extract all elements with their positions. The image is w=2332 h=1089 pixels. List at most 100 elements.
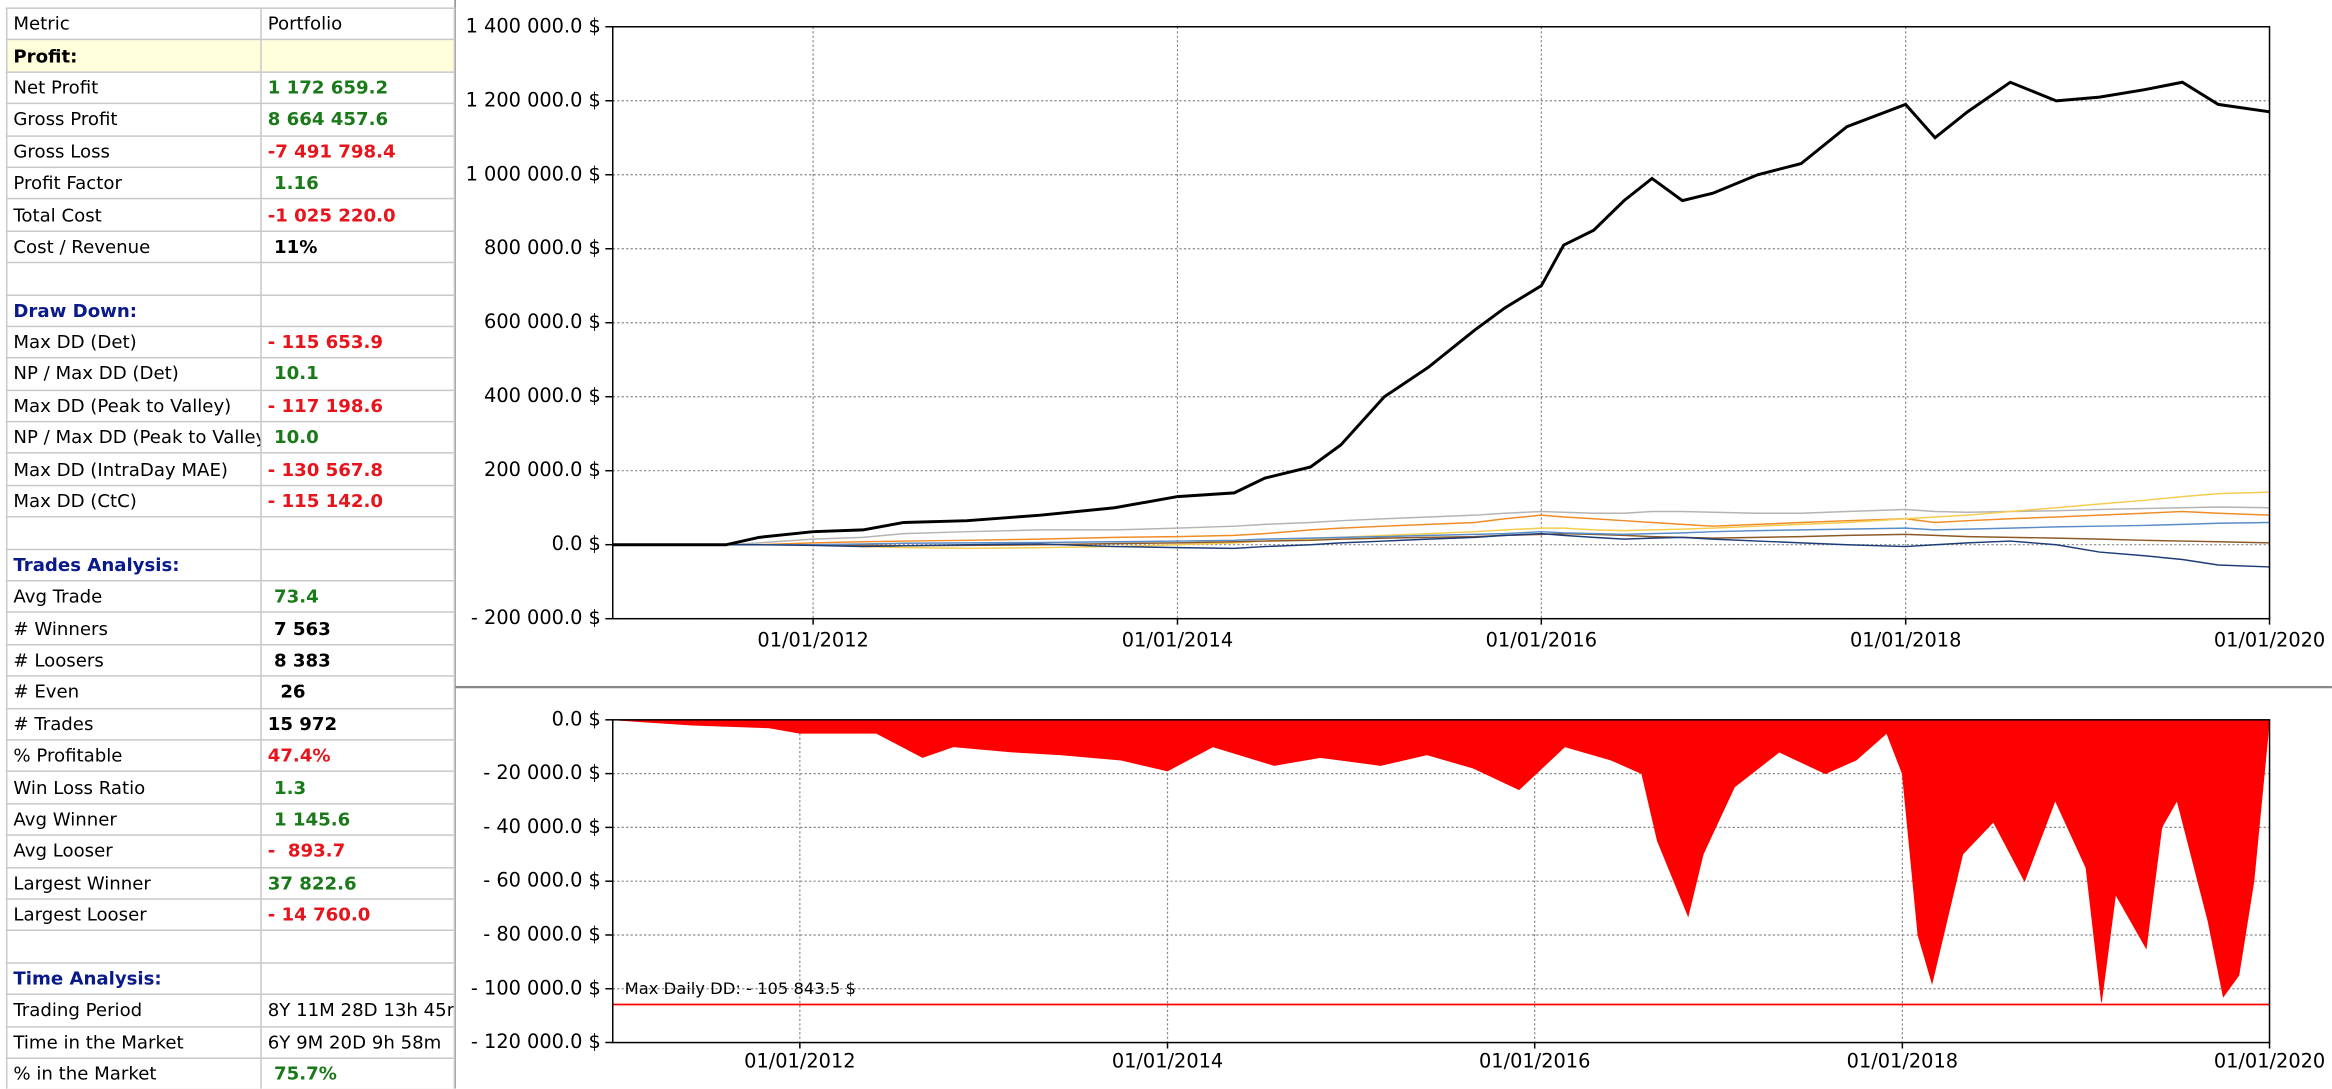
equity-line (612, 80, 2270, 547)
metric-row: Avg Winner 1 145.6 (5, 802, 456, 837)
cell (260, 929, 456, 964)
y-tick-label: - 60 000.0 $ (483, 869, 601, 892)
metric-row: Trading Period 8Y 11M 28D 13h 45m (5, 993, 456, 1027)
metric-row: NP / Max DD (Peak to Valley) 10.0 (5, 420, 456, 455)
metric-row: Avg Trade 73.4 (5, 580, 456, 614)
metric-row: Max DD (CtC) - 115 142.0 (5, 484, 456, 518)
metric-name: Largest Looser (5, 898, 262, 932)
metric-name: # Loosers (5, 643, 262, 678)
metric-value: 8Y 11M 28D 13h 45m (260, 993, 456, 1027)
metrics-table: Metric Portfolio Profit: Net Profit 1 172 65… (5, 7, 456, 1089)
metric-name: Time in the Market (5, 1025, 262, 1059)
metric-name: Avg Winner (5, 802, 262, 837)
metric-value: - 115 653.9 (260, 325, 456, 359)
metric-value: 10.0 (260, 420, 456, 455)
equity-line (612, 532, 2270, 568)
metric-name: NP / Max DD (Det) (5, 357, 262, 391)
metric-row: # Even 26 (5, 675, 456, 709)
section-row: Draw Down: (5, 293, 456, 328)
metric-value: 1.16 (260, 166, 456, 200)
equity-line (612, 521, 2270, 546)
metric-value: 15 972 (260, 707, 456, 741)
cell (260, 293, 456, 328)
metric-name: Gross Profit (5, 102, 262, 137)
metric-name: Max DD (Peak to Valley) (5, 389, 262, 423)
section-title: Trades Analysis: (5, 548, 262, 582)
metric-name: Trading Period (5, 993, 262, 1027)
x-tick-label: 01/01/2016 (1486, 629, 1597, 652)
metric-name: Total Cost (5, 198, 262, 232)
metric-row: % Profitable 47.4% (5, 739, 456, 773)
metric-value: 7 563 (260, 611, 456, 646)
metric-row: Win Loss Ratio 1.3 (5, 770, 456, 805)
y-tick-label: 1 000 000.0 $ (466, 162, 601, 185)
metric-name: # Even (5, 675, 262, 709)
metric-row: % in the Market 75.7% (5, 1057, 456, 1089)
cell (260, 961, 456, 996)
metric-row: Max DD (Det) - 115 653.9 (5, 325, 456, 359)
section-row: Profit: (5, 39, 456, 73)
metric-value: -7 491 798.4 (260, 134, 456, 169)
metric-row: Largest Winner 37 822.6 (5, 866, 456, 900)
metric-row: Time in the Market 6Y 9M 20D 9h 58m (5, 1025, 456, 1059)
metric-name: # Trades (5, 707, 262, 741)
metric-row: # Loosers 8 383 (5, 643, 456, 678)
metric-row: Cost / Revenue 11% (5, 230, 456, 264)
y-tick-label: 0.0 $ (552, 532, 601, 555)
header-cell: Metric (5, 7, 262, 41)
cell (5, 516, 262, 550)
metric-name: Avg Trade (5, 580, 262, 614)
y-tick-label: 600 000.0 $ (484, 310, 601, 333)
metric-name: Avg Looser (5, 834, 262, 868)
metric-value: 1 172 659.2 (260, 71, 456, 105)
metric-name: Max DD (IntraDay MAE) (5, 452, 262, 487)
metric-name: Profit Factor (5, 166, 262, 200)
section-title: Draw Down: (5, 293, 262, 328)
y-tick-label: - 120 000.0 $ (471, 1030, 601, 1053)
blank-row (5, 261, 456, 296)
metric-value: 8 664 457.6 (260, 102, 456, 137)
y-tick-label: 0.0 $ (552, 707, 601, 730)
metric-name: Gross Loss (5, 134, 262, 169)
y-tick-label: - 20 000.0 $ (483, 761, 601, 784)
cell (260, 39, 456, 73)
section-row: Time Analysis: (5, 961, 456, 996)
metric-value: 1 145.6 (260, 802, 456, 837)
metric-value: 11% (260, 230, 456, 264)
metric-name: Net Profit (5, 71, 262, 105)
drawdown-area (612, 719, 2270, 1003)
metric-name: Max DD (Det) (5, 325, 262, 359)
x-tick-label: 01/01/2012 (757, 629, 868, 652)
y-tick-label: 400 000.0 $ (484, 384, 601, 407)
metric-value: 47.4% (260, 739, 456, 773)
metric-row: Net Profit 1 172 659.2 (5, 71, 456, 105)
metric-row: Max DD (Peak to Valley) - 117 198.6 (5, 389, 456, 423)
metric-name: Largest Winner (5, 866, 262, 900)
x-tick-label: 01/01/2018 (1850, 629, 1961, 652)
metric-name: NP / Max DD (Peak to Valley) (5, 420, 262, 455)
metric-value: 26 (260, 675, 456, 709)
header-cell: Portfolio (260, 7, 456, 41)
metric-row: Max DD (IntraDay MAE) - 130 567.8 (5, 452, 456, 487)
metric-value: 75.7% (260, 1057, 456, 1089)
metric-name: # Winners (5, 611, 262, 646)
metric-value: - 115 142.0 (260, 484, 456, 518)
y-tick-label: - 40 000.0 $ (483, 815, 601, 838)
header-row: Metric Portfolio (5, 7, 456, 41)
cell (260, 548, 456, 582)
metric-row: Gross Loss -7 491 798.4 (5, 134, 456, 169)
cell (5, 261, 262, 296)
metric-row: # Trades 15 972 (5, 707, 456, 741)
section-title: Profit: (5, 39, 262, 73)
section-title: Time Analysis: (5, 961, 262, 996)
annotation: Max Daily DD: - 105 843.5 $ (625, 979, 856, 998)
metric-row: Total Cost -1 025 220.0 (5, 198, 456, 232)
plot-frame (611, 26, 2271, 620)
y-tick-label: - 200 000.0 $ (471, 606, 601, 629)
section-row: Trades Analysis: (5, 548, 456, 582)
metric-name: Max DD (CtC) (5, 484, 262, 518)
metric-name: Cost / Revenue (5, 230, 262, 264)
